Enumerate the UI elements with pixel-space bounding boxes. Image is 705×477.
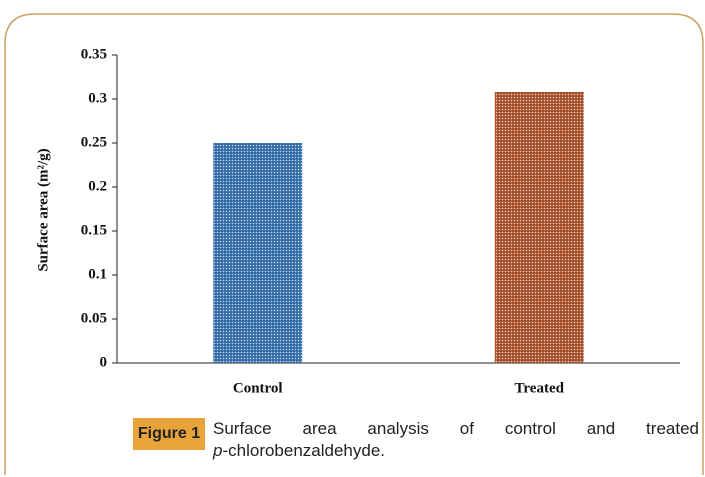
y-tick-label: 0.3 xyxy=(88,90,107,106)
caption-line: p-chlorobenzaldehyde. xyxy=(213,440,699,462)
caption-line: Surface area analysis of control and tre… xyxy=(213,419,699,438)
y-tick-label: 0.2 xyxy=(88,178,107,194)
caption-rest: -chlorobenzaldehyde. xyxy=(222,441,386,460)
y-tick-label: 0.35 xyxy=(81,46,107,62)
x-tick-label: Control xyxy=(233,380,283,396)
y-tick-label: 0.1 xyxy=(88,266,107,282)
x-tick-label: Treated xyxy=(515,380,565,396)
y-axis-label: Surface area (m²/g) xyxy=(35,148,51,271)
y-tick-label: 0 xyxy=(100,354,108,370)
bar xyxy=(213,143,303,363)
caption-italic: p xyxy=(213,441,223,460)
y-tick-label: 0.05 xyxy=(81,310,107,326)
caption: Surface area analysis of control and tre… xyxy=(213,418,699,462)
frame xyxy=(4,13,704,475)
y-tick-label: 0.25 xyxy=(81,134,107,150)
bar xyxy=(494,91,584,364)
y-tick-label: 0.15 xyxy=(81,222,107,238)
figure-label: Figure 1 xyxy=(133,418,205,450)
